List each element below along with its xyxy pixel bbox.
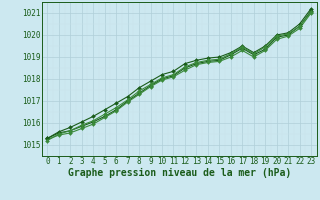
X-axis label: Graphe pression niveau de la mer (hPa): Graphe pression niveau de la mer (hPa): [68, 168, 291, 178]
